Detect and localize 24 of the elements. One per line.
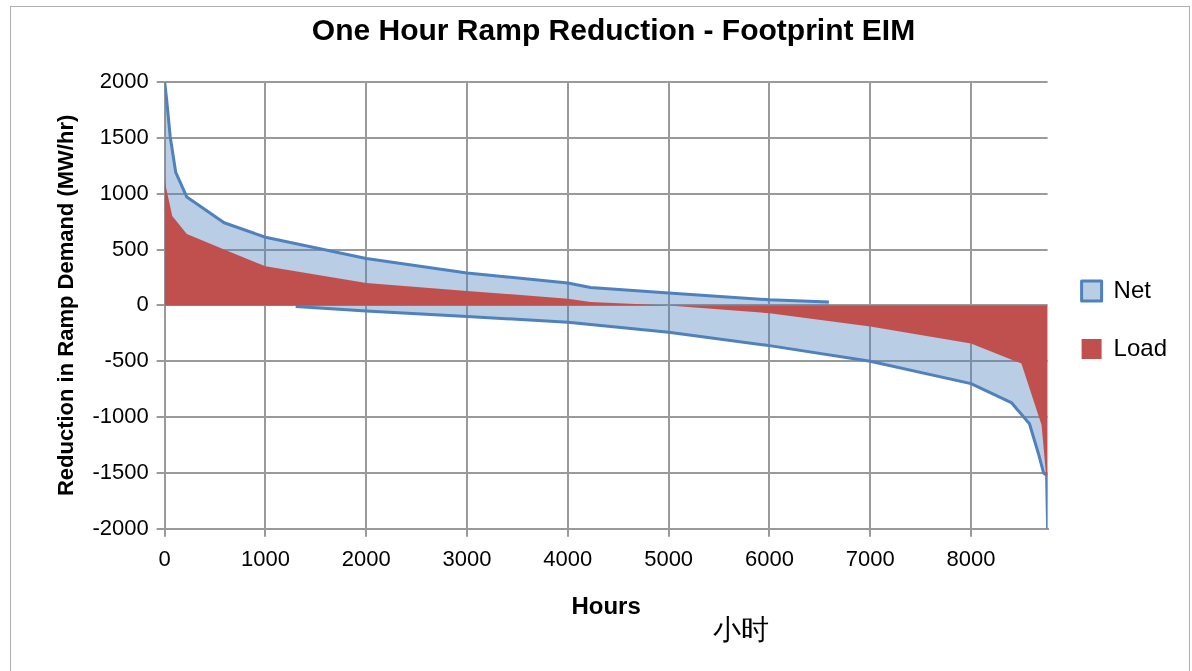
x-tick-label: 2000	[341, 546, 391, 572]
y-tick-label: -2000	[92, 514, 149, 540]
y-tick-label: 500	[111, 235, 149, 261]
y-tick-label: 1000	[99, 179, 149, 205]
x-axis-title: Hours	[571, 592, 641, 620]
x-tick-label: 3000	[442, 546, 492, 572]
legend-label: Net	[1113, 275, 1152, 303]
y-tick-label: -1500	[92, 459, 149, 485]
x-tick-label: 1000	[240, 546, 290, 572]
y-tick-label: 1500	[99, 123, 149, 149]
x-tick-label: 0	[158, 546, 171, 572]
x-tick-label: 7000	[845, 546, 895, 572]
y-axis-title: Reduction in Ramp Demand (MW/hr)	[53, 114, 79, 497]
x-tick-label: 8000	[946, 546, 996, 572]
y-tick-label: 0	[136, 291, 149, 317]
y-tick-label: -500	[104, 347, 149, 373]
legend-label: Load	[1113, 333, 1167, 361]
x-tick-label: 5000	[644, 546, 694, 572]
y-tick-label: -1000	[92, 403, 149, 429]
x-tick-label: 6000	[744, 546, 794, 572]
text: 小时	[713, 613, 770, 647]
y-tick-label: 2000	[99, 68, 149, 94]
x-tick-label: 4000	[543, 546, 593, 572]
chart-title: One Hour Ramp Reduction - Footprint EIM	[311, 13, 916, 47]
